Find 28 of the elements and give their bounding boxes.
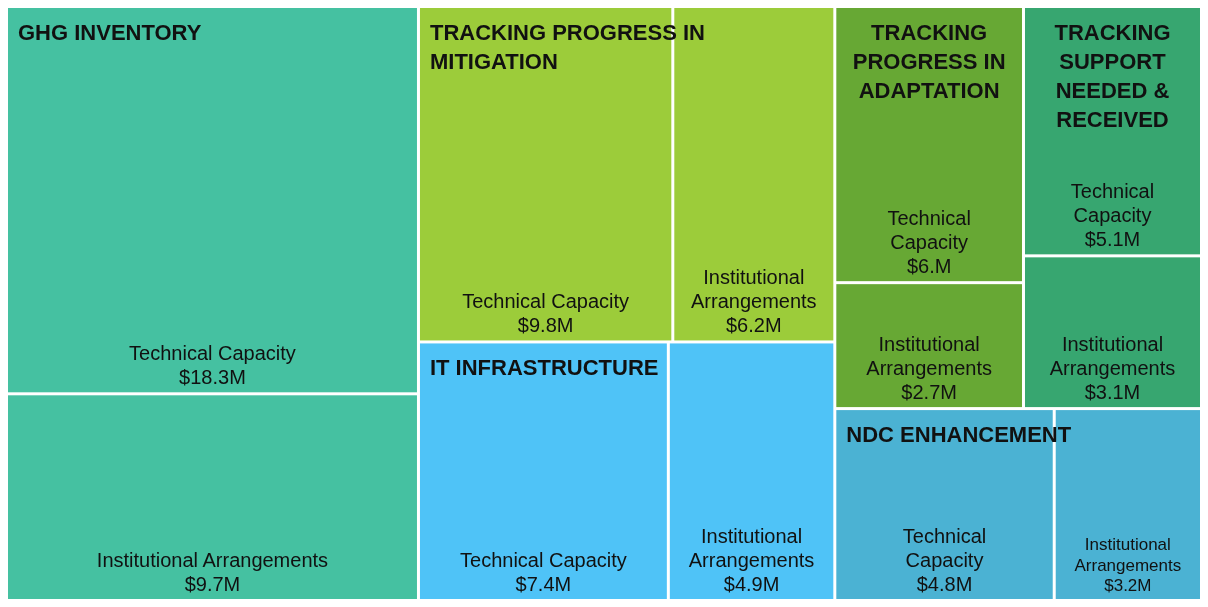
data-label: $4.8M bbox=[916, 573, 973, 595]
series-label: TRACKING PROGRESS IN ADAPTATION bbox=[852, 20, 1006, 103]
data-label: $7.4M bbox=[515, 573, 572, 595]
category-label: Institutional Arrangements bbox=[96, 549, 329, 571]
data-label: $2.7M bbox=[901, 381, 957, 404]
data-label: $9.8M bbox=[517, 314, 574, 337]
data-label: $18.3M bbox=[179, 366, 246, 389]
data-label: $5.1M bbox=[1084, 228, 1141, 251]
category-label: Technical Capacity bbox=[902, 525, 987, 571]
category-label: Institutional Arrangements bbox=[691, 266, 817, 313]
data-label: $9.7M bbox=[184, 573, 241, 595]
series-label: TRACKING SUPPORT NEEDED & RECEIVED bbox=[1054, 20, 1171, 132]
data-label: $3.1M bbox=[1084, 381, 1141, 404]
category-label: Institutional Arrangements bbox=[866, 333, 992, 380]
category-label: Technical Capacity bbox=[460, 549, 627, 571]
category-label: Technical Capacity bbox=[462, 290, 630, 313]
category-label: Technical Capacity bbox=[887, 207, 971, 254]
data-label: $6.M bbox=[906, 255, 952, 278]
category-label: Institutional Arrangements bbox=[1074, 535, 1182, 575]
data-label: $6.2M bbox=[726, 314, 782, 337]
data-label: $4.9M bbox=[723, 573, 780, 595]
data-label: $3.2M bbox=[1104, 576, 1152, 595]
category-label: Institutional Arrangements bbox=[688, 525, 815, 571]
series-label: GHG INVENTORY bbox=[18, 20, 202, 45]
category-label: Technical Capacity bbox=[1070, 180, 1155, 227]
category-label: Institutional Arrangements bbox=[1049, 333, 1176, 380]
category-label: Technical Capacity bbox=[129, 342, 296, 365]
series-label: IT INFRASTRUCTURE bbox=[429, 355, 659, 381]
